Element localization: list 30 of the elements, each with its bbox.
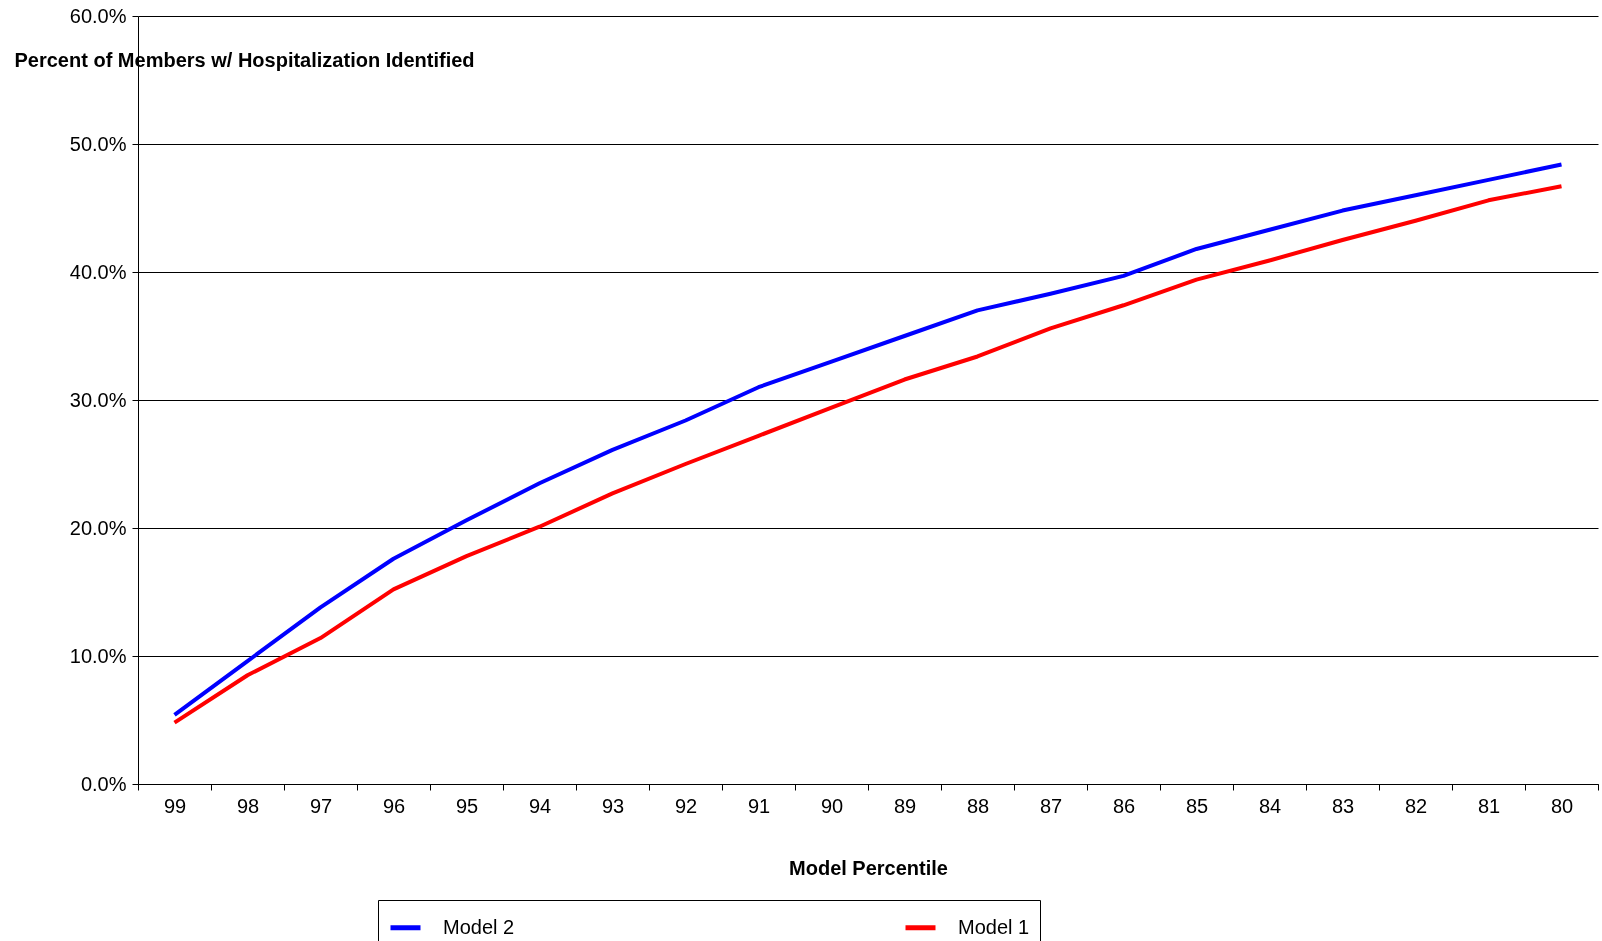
y-tick-label: 30.0% (69, 388, 127, 411)
y-tick-label: 50.0% (69, 132, 127, 155)
x-tick-label: 92 (674, 794, 698, 817)
y-tick-label: 60.0% (69, 4, 127, 27)
x-tick-label: 84 (1258, 794, 1282, 817)
y-tick-label: 0.0% (80, 772, 127, 795)
x-tick-label: 99 (163, 794, 187, 817)
x-tick-label: 88 (966, 794, 990, 817)
y-tick-label: 10.0% (69, 644, 127, 667)
x-tick-label: 82 (1404, 794, 1428, 817)
legend-label: Model 2 (443, 915, 515, 938)
x-axis-title: Model Percentile (789, 856, 948, 879)
x-tick-label: 87 (1039, 794, 1063, 817)
x-tick-label: 90 (820, 794, 844, 817)
y-tick-label: 20.0% (69, 516, 127, 539)
x-tick-label: 85 (1185, 794, 1209, 817)
x-tick-label: 83 (1331, 794, 1355, 817)
x-tick-label: 94 (528, 794, 552, 817)
legend-label: Model 1 (958, 915, 1030, 938)
x-tick-label: 95 (455, 794, 479, 817)
x-tick-label: 81 (1477, 794, 1501, 817)
y-tick-label: 40.0% (69, 260, 127, 283)
x-tick-label: 96 (382, 794, 406, 817)
x-tick-label: 93 (601, 794, 625, 817)
x-tick-label: 86 (1112, 794, 1136, 817)
x-tick-label: 91 (747, 794, 771, 817)
x-tick-label: 97 (309, 794, 333, 817)
x-tick-label: 89 (893, 794, 917, 817)
x-tick-label: 98 (236, 794, 260, 817)
x-tick-label: 80 (1550, 794, 1574, 817)
